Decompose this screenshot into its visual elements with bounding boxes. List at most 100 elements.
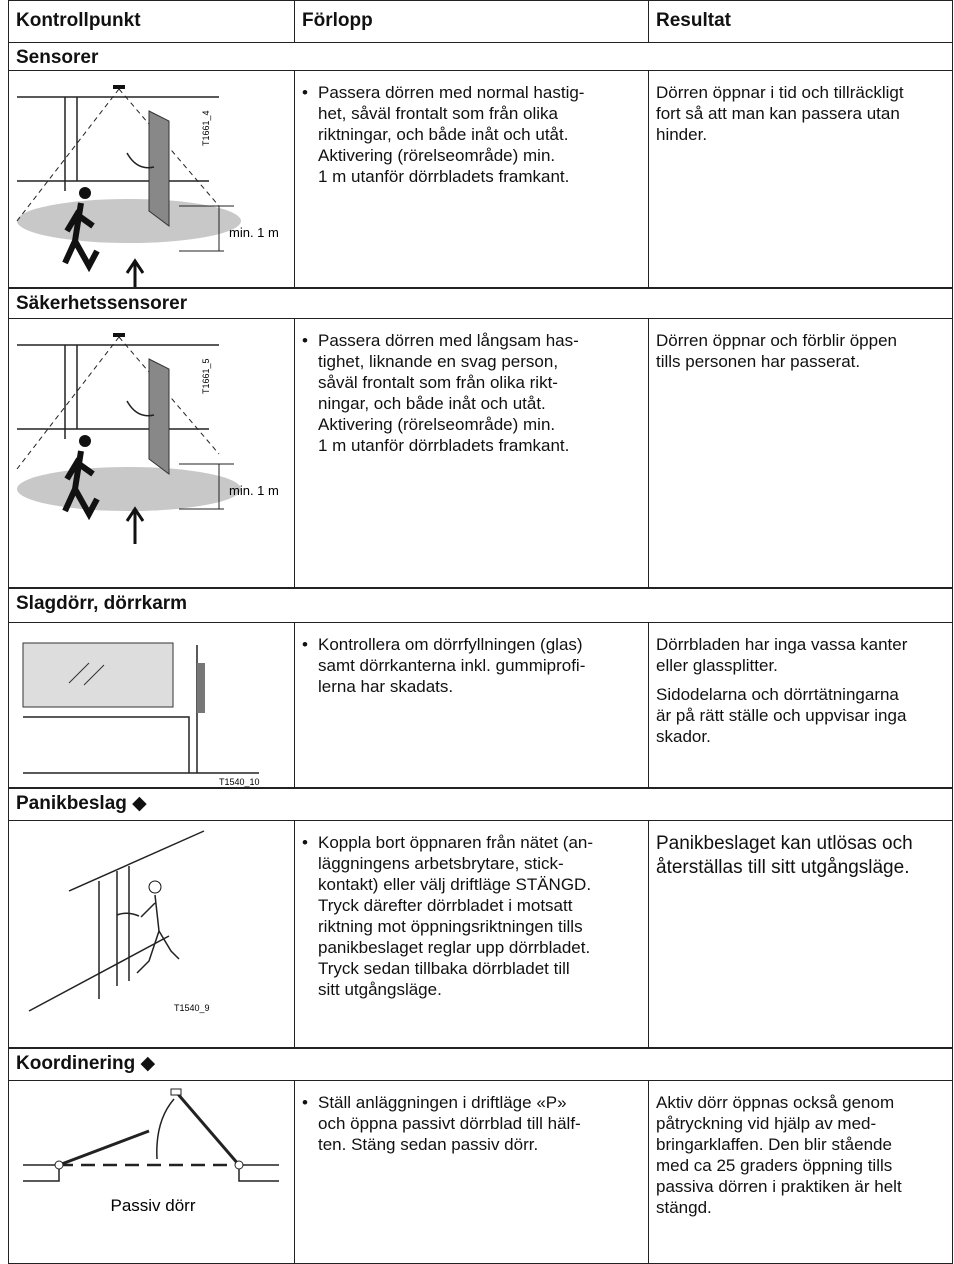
section-title: Slagdörr, dörrkarm — [16, 593, 188, 614]
rule — [8, 288, 9, 588]
rule — [8, 587, 952, 588]
bullet: • — [302, 635, 308, 654]
figure-code: T1540_9 — [174, 1003, 210, 1013]
section-title: Panikbeslag ◆ — [16, 793, 147, 814]
result-line: fort så att man kan passera utan — [656, 104, 900, 123]
result-line: Dörren öppnar i tid och tillräckligt — [656, 83, 904, 102]
hinge — [54, 1160, 64, 1170]
rule — [294, 820, 295, 1048]
rule — [8, 1048, 9, 1264]
column-header: Kontrollpunkt — [16, 10, 141, 31]
wall — [28, 830, 205, 1012]
swing-arc — [156, 1098, 175, 1160]
result-line: Panikbeslaget kan utlösas och — [656, 833, 913, 854]
swing-arrow — [126, 152, 155, 169]
rule — [648, 820, 649, 1048]
seal — [197, 663, 205, 713]
result-line: stängd. — [656, 1198, 712, 1217]
detection-area — [17, 467, 241, 511]
rule — [8, 788, 9, 1048]
result-line: påtryckning vid hjälp av med- — [656, 1114, 877, 1133]
dimension-line — [179, 463, 234, 510]
illustration: min. 1 m T1661_4 — [16, 85, 279, 287]
rule — [648, 0, 649, 42]
head — [79, 435, 91, 447]
rule — [8, 588, 9, 788]
person — [62, 202, 100, 273]
walk-arrow — [125, 506, 145, 544]
procedure-line: Tryck därefter dörrbladet i motsatt — [318, 896, 573, 915]
sensor-field — [16, 336, 220, 470]
procedure-line: kontakt) eller välj driftläge STÄNGD. — [318, 875, 592, 894]
rule — [952, 0, 953, 42]
result-line: återställas till sitt utgångsläge. — [656, 857, 910, 878]
glass-marks — [68, 662, 105, 686]
bullet: • — [302, 331, 308, 350]
bullet: • — [302, 1093, 308, 1112]
column-header: Förlopp — [302, 10, 373, 31]
rule — [648, 70, 649, 288]
illustration: Passiv dörr — [23, 1088, 279, 1215]
dimension-line — [179, 205, 234, 252]
person — [62, 450, 100, 521]
result-line: passiva dörren i praktiken är helt — [656, 1177, 902, 1196]
result-line: Sidodelarna och dörrtätningarna — [656, 685, 899, 704]
rule — [294, 0, 295, 42]
rule — [8, 0, 952, 1]
dimension-label: min. 1 m — [229, 225, 279, 240]
swing-arrow — [126, 400, 155, 417]
rule — [294, 1080, 295, 1264]
procedure-line: riktningar, och både inåt och utåt. — [318, 125, 569, 144]
rule — [294, 70, 295, 288]
rule — [648, 1080, 649, 1264]
sensor — [113, 333, 125, 337]
procedure-line: riktning mot öppningsriktningen tills — [318, 917, 583, 936]
bullet: • — [302, 833, 308, 852]
procedure-line: lerna har skadats. — [318, 677, 454, 696]
figure-code: T1661_5 — [201, 358, 211, 394]
rule — [648, 622, 649, 788]
rule — [952, 588, 953, 788]
walls — [23, 1164, 279, 1182]
result-line: hinder. — [656, 125, 708, 144]
procedure-line: samt dörrkanterna inkl. gummiprofi- — [318, 656, 586, 675]
door-leaf — [148, 358, 170, 475]
procedure-line: Passera dörren med normal hastig- — [318, 83, 585, 102]
passive-leaf-end — [170, 1088, 182, 1096]
procedure-line: 1 m utanför dörrbladets framkant. — [318, 167, 570, 186]
procedure-line: Aktivering (rörelseområde) min. — [318, 415, 556, 434]
procedure-line: Ställ anläggningen i driftläge «P» — [318, 1093, 567, 1112]
rule — [8, 622, 952, 623]
rule — [952, 42, 953, 288]
procedure-line: 1 m utanför dörrbladets framkant. — [318, 436, 570, 455]
procedure-line: såväl frontalt som från olika rikt- — [318, 373, 558, 392]
rule — [952, 288, 953, 588]
rule — [8, 1080, 952, 1081]
rule — [8, 1048, 952, 1049]
rule — [8, 70, 952, 71]
active-leaf — [58, 1129, 150, 1167]
procedure-line: panikbeslaget reglar upp dörrbladet. — [318, 938, 591, 957]
frame — [64, 345, 78, 439]
swing-arrow — [116, 912, 140, 917]
result-line: är på rätt ställe och uppvisar inga — [656, 706, 907, 725]
dimension-label: min. 1 m — [229, 483, 279, 498]
head — [148, 880, 162, 894]
figure-caption: Passiv dörr — [110, 1196, 195, 1215]
procedure-line: tighet, liknande en svag person, — [318, 352, 559, 371]
procedure-line: ten. Stäng sedan passiv dörr. — [318, 1135, 539, 1154]
rule — [8, 787, 952, 788]
walk-arrow — [125, 258, 145, 287]
rule — [8, 42, 952, 43]
glass-pane — [22, 642, 174, 708]
procedure-line: Aktivering (rörelseområde) min. — [318, 146, 556, 165]
rule — [8, 788, 952, 789]
procedure-line: het, såväl frontalt som från olika — [318, 104, 559, 123]
procedure-line: och öppna passivt dörrblad till hälf- — [318, 1114, 581, 1133]
rule — [952, 788, 953, 1048]
rule — [8, 1047, 952, 1048]
illustration: T1540_9 — [28, 830, 210, 1013]
column-header: Resultat — [656, 10, 731, 31]
